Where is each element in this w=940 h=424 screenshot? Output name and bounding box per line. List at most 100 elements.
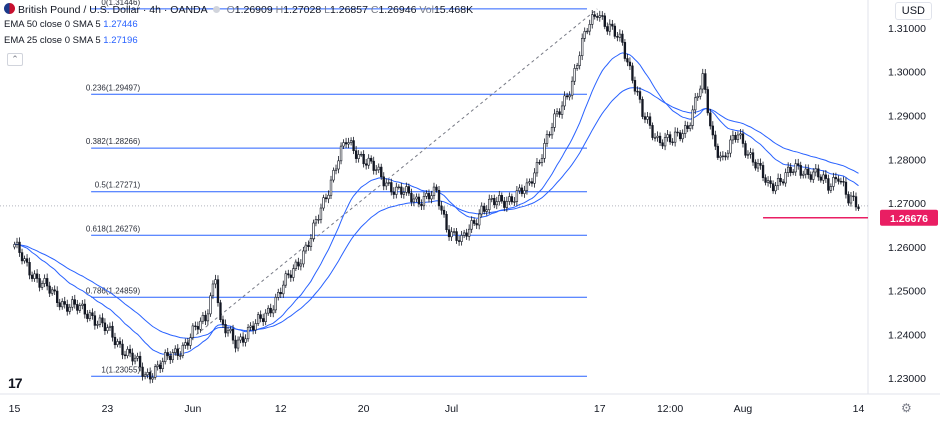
candle-body [520, 187, 524, 194]
candle-body [239, 336, 242, 341]
candle-body [312, 222, 315, 239]
candle-body [658, 135, 662, 144]
currency-button[interactable]: USD [894, 2, 932, 20]
candle-body [766, 180, 770, 183]
candle-body [663, 137, 667, 147]
candle-body [111, 325, 114, 338]
candle-body [38, 278, 41, 288]
candle-body [523, 190, 526, 194]
candle-body [357, 154, 360, 159]
candle-body [814, 168, 817, 173]
candle-body [201, 314, 205, 322]
candle-body [769, 180, 772, 185]
candle-body [317, 219, 320, 221]
candle-body [199, 320, 202, 330]
candle-body [146, 372, 149, 376]
candle-body [475, 223, 478, 226]
market-status-icon [212, 6, 220, 13]
candle-body [447, 229, 451, 238]
candle-body [545, 134, 549, 144]
candle-body [174, 348, 177, 353]
ema50-legend[interactable]: EMA 50 close 0 SMA 5 1.27446 [4, 19, 138, 30]
candle-body [362, 153, 365, 165]
candle-body [819, 176, 822, 181]
open-value: 1.26909 [234, 4, 273, 16]
ema25-legend[interactable]: EMA 25 close 0 SMA 5 1.27196 [4, 35, 138, 46]
candle-body [714, 134, 717, 147]
candle-body [701, 73, 704, 90]
candle-body [83, 303, 87, 315]
candle-body [839, 180, 843, 183]
candle-body [45, 278, 49, 287]
candle-body [347, 142, 350, 145]
candle-body [337, 160, 340, 170]
candle-body [196, 326, 200, 330]
candle-body [319, 207, 323, 220]
candle-body [616, 36, 619, 38]
candle-body [852, 195, 855, 198]
candle-body [691, 109, 694, 126]
candle-body [829, 186, 833, 191]
candle-body [58, 302, 61, 308]
candle-body [764, 177, 767, 183]
candle-body [500, 195, 503, 202]
candle-body [395, 186, 398, 195]
candle-body [807, 168, 810, 175]
candle-body [593, 14, 596, 17]
candle-body [204, 314, 207, 322]
candle-body [407, 186, 411, 194]
collapse-legend-button[interactable]: ⌃ [7, 53, 23, 66]
candle-body [246, 327, 250, 340]
candle-body [668, 134, 672, 143]
candle-body [761, 165, 765, 179]
candle-body [390, 182, 393, 193]
candle-body [254, 323, 257, 331]
candle-body [272, 309, 275, 314]
y-tick-label: 1.28000 [888, 154, 926, 166]
candle-body [636, 90, 639, 93]
candle-body [563, 95, 566, 107]
candle-body [457, 240, 461, 242]
candle-body [792, 171, 795, 174]
candle-body [568, 94, 571, 98]
candle-body [455, 231, 458, 241]
candle-body [332, 170, 335, 181]
ema25-line [14, 52, 859, 356]
candle-body [141, 366, 144, 377]
candle-body [686, 125, 689, 129]
candle-body [392, 191, 395, 195]
candle-body [606, 26, 609, 32]
gbpusd-flag-icon [4, 3, 15, 14]
candle-body [20, 252, 24, 262]
candle-body [525, 182, 529, 191]
candle-body [488, 198, 491, 211]
x-tick-label: Jul [445, 403, 458, 415]
candle-body [721, 155, 725, 158]
candle-body [646, 116, 649, 120]
volume-value: 15.468K [433, 4, 474, 16]
candle-body [309, 238, 313, 248]
candle-body [349, 140, 353, 143]
settings-icon[interactable]: ⚙ [901, 401, 912, 415]
candle-body [88, 312, 92, 319]
symbol-title[interactable]: British Pound / U.S. Dollar · 4h · OANDA [18, 4, 208, 16]
candle-body [277, 292, 280, 298]
candle-body [470, 220, 473, 230]
candle-body [53, 289, 56, 292]
candle-body [364, 163, 368, 166]
candle-body [684, 125, 687, 134]
candle-body [809, 174, 812, 180]
candle-body [241, 336, 245, 343]
candle-body [284, 273, 287, 286]
candle-body [282, 284, 285, 295]
low-value: 1.26857 [329, 4, 368, 16]
candle-body [849, 195, 853, 204]
candle-body [739, 133, 742, 136]
candle-body [786, 166, 790, 173]
candle-body [817, 168, 820, 178]
fib-trend-line [144, 8, 598, 377]
candle-body [503, 200, 506, 208]
candle-body [226, 330, 230, 334]
candle-body [611, 23, 614, 27]
